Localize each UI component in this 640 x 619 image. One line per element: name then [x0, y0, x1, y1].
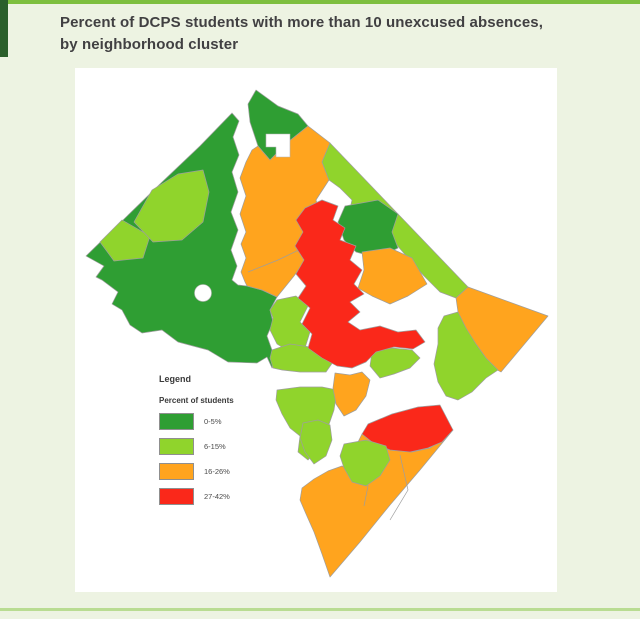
- legend-label: 16-26%: [204, 467, 230, 476]
- dc-choropleth-map: [85, 89, 549, 578]
- park-gap-notch: [265, 133, 291, 158]
- cluster-region-northwest: [85, 112, 278, 369]
- legend-row: 6-15%: [159, 438, 279, 455]
- cluster-boundary-line: [247, 247, 304, 273]
- cluster-region-navy-yard: [332, 371, 371, 417]
- map-panel: Legend Percent of students 0-5% 6-15% 16…: [75, 68, 557, 592]
- cluster-region-kingman: [357, 247, 428, 305]
- cluster-region-river-west-south: [299, 419, 333, 465]
- legend-swatch-0-5: [159, 413, 194, 430]
- bottom-accent-line: [0, 608, 640, 611]
- legend-label: 0-5%: [204, 417, 222, 426]
- cluster-region-east-of-river-north: [433, 311, 499, 401]
- corner-accent-bar: [0, 0, 8, 57]
- cluster-region-congress-heights: [339, 439, 391, 487]
- legend-title: Legend: [159, 374, 192, 384]
- figure-title: Percent of DCPS students with more than …: [60, 12, 600, 56]
- legend-row: 16-26%: [159, 463, 279, 480]
- legend-row: 27-42%: [159, 488, 279, 505]
- figure-title-line1: Percent of DCPS students with more than …: [60, 14, 543, 31]
- legend-label: 27-42%: [204, 492, 230, 501]
- cluster-region-capitol-east: [369, 347, 421, 379]
- park-gap-circle: [194, 284, 212, 302]
- legend-subtitle: Percent of students: [159, 396, 234, 405]
- cluster-region-palisades: [99, 219, 151, 262]
- legend-swatch-6-15: [159, 438, 194, 455]
- legend-label: 6-15%: [204, 442, 226, 451]
- cluster-boundary-line: [389, 454, 409, 521]
- map-legend: Legend Percent of students 0-5% 6-15% 16…: [159, 374, 279, 513]
- cluster-region-upper-nw: [133, 169, 210, 243]
- legend-swatch-27-42: [159, 488, 194, 505]
- legend-swatch-16-26: [159, 463, 194, 480]
- legend-row: 0-5%: [159, 413, 279, 430]
- cluster-region-central-red: [294, 199, 426, 369]
- top-accent-line: [0, 0, 640, 4]
- figure-title-line2: by neighborhood cluster: [60, 35, 239, 53]
- cluster-region-southeast-red: [361, 404, 454, 453]
